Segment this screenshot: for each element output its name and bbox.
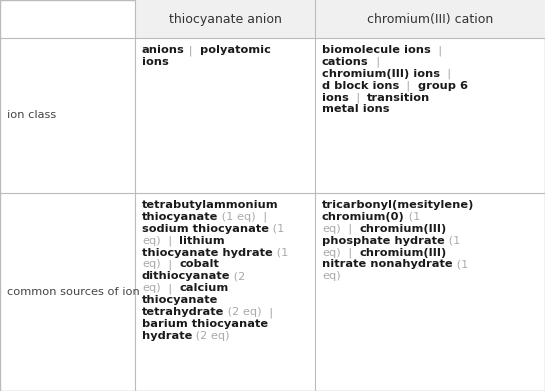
Text: ions: ions: [322, 93, 349, 102]
Text: sodium thiocyanate: sodium thiocyanate: [142, 224, 269, 234]
Text: |: |: [368, 57, 380, 67]
Text: common sources of ion: common sources of ion: [7, 287, 140, 297]
Text: thiocyanate: thiocyanate: [142, 295, 219, 305]
Text: (2 eq): (2 eq): [192, 331, 230, 341]
Text: tetrabutylammonium: tetrabutylammonium: [142, 200, 278, 210]
Text: |: |: [399, 81, 418, 91]
Text: chromium(III): chromium(III): [359, 224, 446, 234]
Text: |: |: [161, 283, 179, 294]
Text: |: |: [262, 307, 273, 317]
Text: hydrate: hydrate: [142, 331, 192, 341]
Text: (1: (1: [453, 260, 468, 269]
Text: chromium(III): chromium(III): [359, 248, 446, 258]
Text: eq): eq): [322, 271, 341, 282]
Text: eq): eq): [142, 260, 161, 269]
Text: tetrahydrate: tetrahydrate: [142, 307, 225, 317]
Text: (1: (1: [269, 224, 284, 234]
Text: biomolecule ions: biomolecule ions: [322, 45, 431, 55]
Text: dithiocyanate: dithiocyanate: [142, 271, 231, 282]
Bar: [315, 0, 545, 38]
Text: barium thiocyanate: barium thiocyanate: [142, 319, 268, 329]
Text: ions: ions: [142, 57, 169, 67]
Text: polyatomic: polyatomic: [196, 45, 271, 55]
Text: |: |: [256, 212, 267, 222]
Text: |: |: [431, 45, 442, 56]
Text: group 6: group 6: [418, 81, 468, 91]
Text: nitrate nonahydrate: nitrate nonahydrate: [322, 260, 453, 269]
Text: |: |: [161, 236, 179, 246]
Text: chromium(III) ions: chromium(III) ions: [322, 69, 440, 79]
Text: phosphate hydrate: phosphate hydrate: [322, 236, 445, 246]
Text: (1: (1: [445, 236, 460, 246]
Bar: [135, 0, 315, 38]
Text: (1 eq): (1 eq): [219, 212, 256, 222]
Text: tricarbonyl(mesitylene): tricarbonyl(mesitylene): [322, 200, 474, 210]
Text: eq): eq): [322, 248, 341, 258]
Text: |: |: [440, 69, 451, 79]
Text: eq): eq): [142, 283, 161, 293]
Text: chromium(III) cation: chromium(III) cation: [367, 13, 493, 25]
Text: thiocyanate: thiocyanate: [142, 212, 219, 222]
Text: chromium(0): chromium(0): [322, 212, 405, 222]
Text: cobalt: cobalt: [179, 260, 219, 269]
Text: lithium: lithium: [179, 236, 225, 246]
Text: eq): eq): [142, 236, 161, 246]
Text: (2 eq): (2 eq): [225, 307, 262, 317]
Text: (1: (1: [405, 212, 420, 222]
Text: cations: cations: [322, 57, 368, 67]
Text: (2: (2: [231, 271, 246, 282]
Text: eq): eq): [322, 224, 341, 234]
Text: ion class: ion class: [7, 111, 56, 120]
Text: |: |: [341, 248, 359, 258]
Text: thiocyanate anion: thiocyanate anion: [168, 13, 281, 25]
Text: metal ions: metal ions: [322, 104, 390, 115]
Text: |: |: [341, 224, 359, 234]
Text: (1: (1: [272, 248, 288, 258]
Text: |: |: [161, 260, 179, 270]
Text: d block ions: d block ions: [322, 81, 399, 91]
Text: transition: transition: [367, 93, 431, 102]
Text: calcium: calcium: [179, 283, 228, 293]
Text: thiocyanate hydrate: thiocyanate hydrate: [142, 248, 272, 258]
Text: |: |: [185, 45, 196, 56]
Text: anions: anions: [142, 45, 185, 55]
Text: |: |: [349, 93, 367, 103]
